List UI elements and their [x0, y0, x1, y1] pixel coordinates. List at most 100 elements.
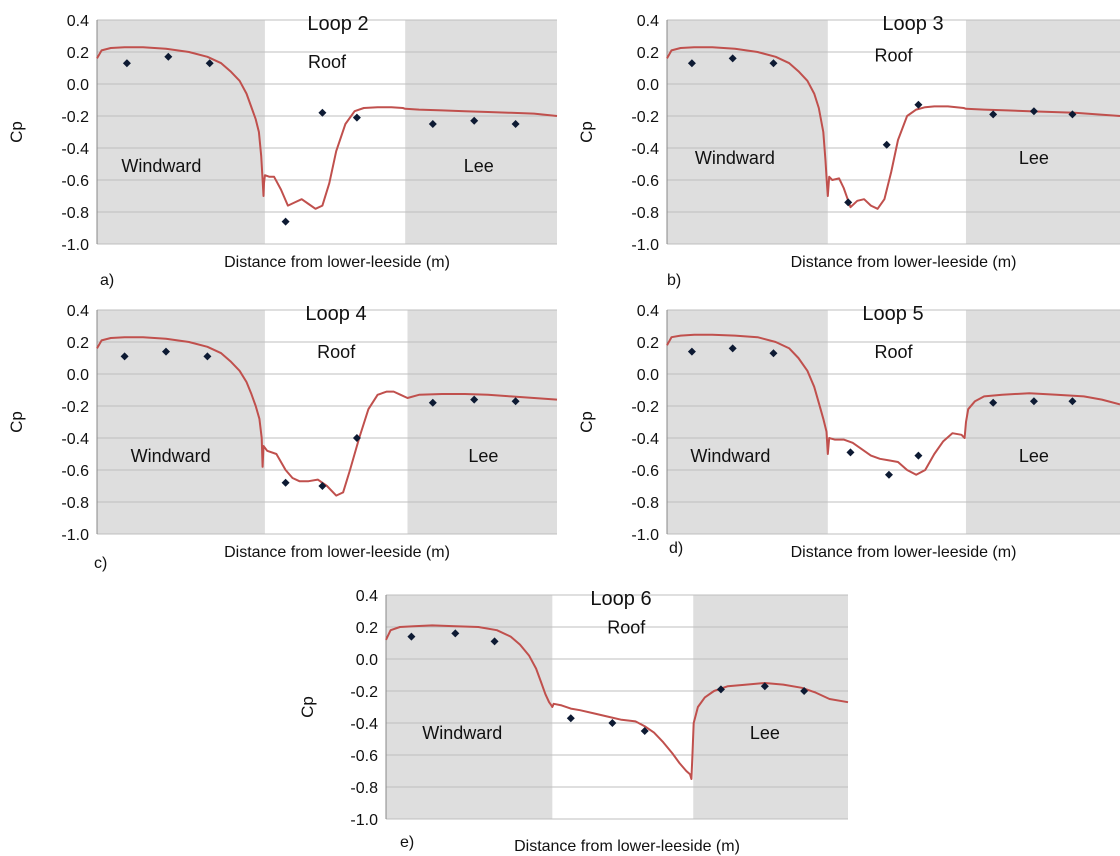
- data-point: [470, 116, 479, 125]
- data-point: [769, 59, 778, 68]
- data-point: [884, 470, 893, 479]
- region-label: Lee: [464, 156, 494, 176]
- data-point: [716, 685, 725, 694]
- chart-title: Loop 5: [862, 303, 923, 325]
- data-point: [318, 482, 327, 490]
- chart-title: Loop 2: [307, 13, 368, 35]
- data-point: [914, 451, 923, 460]
- data-point: [1068, 397, 1077, 406]
- x-axis-label: Distance from lower-leeside (m): [224, 254, 450, 271]
- data-point: [1068, 110, 1077, 119]
- panel-label: e): [400, 834, 414, 851]
- data-point: [205, 59, 214, 68]
- y-axis-label: Cp: [577, 121, 596, 143]
- y-tick-label: 0.2: [637, 45, 659, 62]
- x-axis-label: Distance from lower-leeside (m): [791, 254, 1017, 271]
- data-point: [490, 637, 499, 646]
- y-tick-label: -0.4: [631, 141, 659, 158]
- data-point: [428, 398, 437, 407]
- y-tick-label: 0.2: [637, 335, 659, 352]
- panel-label: b): [667, 272, 681, 289]
- data-point: [162, 347, 170, 356]
- cfd-curve: [96, 336, 558, 497]
- y-tick-label: -1.0: [61, 237, 89, 254]
- y-tick-label: -1.0: [61, 527, 89, 544]
- y-tick-label: -0.8: [61, 205, 89, 222]
- chart-panel-5: 0.4 0.2 0.0 -0.2 -0.4 -0.6 -0.8 -1.0 Windward Roo…: [298, 588, 849, 855]
- y-tick-label: 0.4: [637, 303, 659, 320]
- y-tick-label: 0.0: [356, 652, 378, 669]
- data-point: [608, 719, 617, 727]
- cfd-curve: [666, 333, 1120, 476]
- y-tick-label: 0.0: [67, 77, 89, 94]
- region-label: Windward: [131, 446, 211, 466]
- data-point: [511, 397, 520, 406]
- chart-panel-3: 0.4 0.2 0.0 -0.2 -0.4 -0.6 -0.8 -1.0 Windward Roo…: [7, 303, 558, 572]
- data-point: [989, 110, 998, 119]
- shaded-region: [667, 310, 828, 534]
- x-axis-label: Distance from lower-leeside (m): [514, 838, 740, 855]
- region-label: Roof: [874, 46, 913, 66]
- data-point: [882, 140, 891, 149]
- y-tick-label: -0.4: [61, 141, 89, 158]
- y-tick-label: -0.6: [350, 748, 378, 765]
- region-label: Lee: [1019, 148, 1049, 168]
- data-point: [122, 59, 131, 68]
- data-point: [1029, 397, 1038, 406]
- shaded-region: [667, 20, 828, 244]
- y-tick-label: -1.0: [631, 527, 659, 544]
- y-tick-label: -0.2: [61, 399, 89, 416]
- data-point: [407, 632, 416, 641]
- x-axis-label: Distance from lower-leeside (m): [791, 544, 1017, 561]
- data-point: [1029, 107, 1038, 116]
- y-tick-label: 0.2: [67, 45, 89, 62]
- y-axis-label: Cp: [577, 411, 596, 433]
- chart-panel-1: 0.4 0.2 0.0 -0.2 -0.4 -0.6 -0.8 -1.0 Windward Roo…: [7, 13, 558, 289]
- y-tick-label: -0.8: [631, 495, 659, 512]
- y-tick-label: -0.2: [61, 109, 89, 126]
- region-label: Lee: [468, 446, 498, 466]
- data-point: [760, 682, 769, 691]
- y-tick-label: -0.6: [61, 463, 89, 480]
- y-tick-label: 0.0: [67, 367, 89, 384]
- x-axis-label: Distance from lower-leeside (m): [224, 544, 450, 561]
- region-label: Windward: [121, 156, 201, 176]
- data-point: [846, 448, 855, 457]
- y-tick-label: 0.2: [356, 620, 378, 637]
- shaded-region: [97, 20, 265, 244]
- y-tick-label: -1.0: [631, 237, 659, 254]
- region-label: Lee: [1019, 446, 1049, 466]
- y-tick-label: -0.6: [631, 463, 659, 480]
- y-tick-label: -0.8: [631, 205, 659, 222]
- data-point: [914, 100, 923, 109]
- data-point: [800, 687, 809, 695]
- y-tick-label: -0.8: [61, 495, 89, 512]
- y-tick-label: -0.2: [631, 109, 659, 126]
- y-tick-label: 0.4: [356, 588, 378, 605]
- y-tick-label: 0.4: [67, 13, 89, 30]
- region-label: Roof: [317, 342, 356, 362]
- shaded-region: [97, 310, 265, 534]
- y-axis-label: Cp: [7, 121, 26, 143]
- data-point: [203, 352, 212, 361]
- region-label: Roof: [308, 52, 347, 72]
- shaded-region: [386, 595, 553, 819]
- data-point: [470, 395, 479, 404]
- shaded-region: [965, 310, 1120, 534]
- region-label: Lee: [750, 723, 780, 743]
- y-tick-label: -0.6: [631, 173, 659, 190]
- data-point: [728, 54, 737, 63]
- chart-title: Loop 6: [590, 588, 651, 610]
- panel-label: a): [100, 272, 114, 289]
- chart-title: Loop 3: [882, 13, 943, 35]
- y-tick-label: -0.4: [350, 716, 378, 733]
- data-point: [640, 727, 649, 735]
- data-point: [989, 398, 998, 407]
- y-tick-label: 0.4: [637, 13, 659, 30]
- data-point: [844, 198, 853, 207]
- region-label: Windward: [690, 446, 770, 466]
- y-tick-label: -0.4: [61, 431, 89, 448]
- y-tick-label: 0.0: [637, 367, 659, 384]
- data-point: [566, 714, 575, 723]
